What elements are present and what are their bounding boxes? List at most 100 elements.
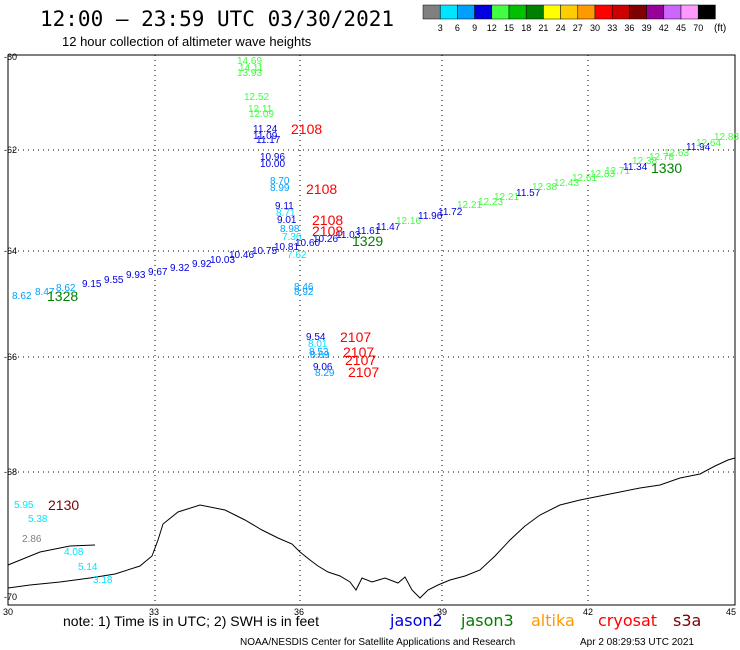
- swh-value: 11.96: [418, 211, 443, 222]
- legend-swatch: [457, 4, 475, 20]
- swh-value: 12.71: [605, 166, 630, 177]
- swh-value: 12.23: [478, 197, 503, 208]
- swh-value: 10.03: [210, 255, 235, 266]
- legend-tick-label: 12: [487, 23, 497, 33]
- legend-swatch: [646, 4, 665, 20]
- swh-value: 9.06: [313, 362, 333, 373]
- swh-value: 11.34: [623, 162, 648, 173]
- legend-swatch: [474, 4, 493, 20]
- swh-value: 8.99: [270, 183, 290, 194]
- pass-time-label: 2130: [48, 497, 79, 513]
- swh-value: 10.46: [229, 250, 254, 261]
- swh-value: 8.69: [310, 350, 330, 361]
- swh-value: 5.38: [28, 514, 48, 525]
- legend-tick-label: 36: [624, 23, 634, 33]
- pass-time-label: 1328: [47, 288, 78, 304]
- legend-tick-label: 15: [504, 23, 514, 33]
- pass-time-layer: 2108210821082108133013291328210721072107…: [47, 121, 682, 513]
- lon-label-39: 39: [437, 607, 447, 617]
- swh-value: 10.96: [260, 152, 285, 163]
- swh-value: 3.18: [93, 575, 113, 586]
- lon-label-45: 45: [726, 607, 736, 617]
- swh-value: 9.11: [275, 201, 294, 212]
- lat-label-62: -62: [4, 145, 17, 155]
- swh-value: 12.61: [572, 173, 597, 184]
- swh-value: 10.81: [274, 242, 299, 253]
- swh-value: 9.92: [192, 259, 212, 270]
- legend-tick-label: 3: [438, 23, 443, 33]
- footer-credit: NOAA/NESDIS Center for Satellite Applica…: [240, 637, 515, 648]
- swh-value: 9.15: [82, 279, 102, 290]
- legend-swatch: [439, 4, 458, 20]
- legend-swatch: [508, 4, 527, 20]
- legend-swatch: [680, 4, 699, 20]
- legend-tick-label: 21: [538, 23, 548, 33]
- swh-value: 8.46: [294, 282, 314, 293]
- pass-time-label: 2107: [345, 352, 376, 368]
- map-subtitle: 12 hour collection of altimeter wave hei…: [62, 34, 312, 49]
- swh-value: 8.29: [315, 368, 335, 379]
- swh-value: 8.71: [276, 208, 296, 219]
- swh-value: 11.24: [253, 124, 278, 135]
- legend-tick-label: 30: [590, 23, 600, 33]
- lat-label-70: -70: [4, 592, 17, 602]
- legend-tick-label: 70: [693, 23, 703, 33]
- swh-value: 11.17: [256, 135, 281, 146]
- legend-tick-label: 18: [521, 23, 531, 33]
- legend-swatch: [629, 4, 647, 20]
- legend-swatch: [491, 4, 510, 20]
- pass-time-label: 2107: [340, 329, 371, 345]
- swh-value: 11.47: [376, 222, 401, 233]
- coastline-inlet: [7, 544, 96, 566]
- legend-swatch: [560, 4, 579, 20]
- swh-value: 13.93: [237, 68, 262, 79]
- swh-value: 8.53: [309, 347, 329, 358]
- swh-value: 10.60: [295, 238, 320, 249]
- footer-timestamp: Apr 2 08:29:53 UTC 2021: [580, 637, 694, 648]
- swh-value: 11.09: [253, 131, 278, 142]
- lon-label-33: 33: [149, 607, 159, 617]
- swh-value: 11.72: [438, 207, 463, 218]
- swh-value: 9.93: [126, 270, 146, 281]
- swh-value: 12.21: [494, 192, 519, 203]
- swh-value: 9.54: [306, 332, 326, 343]
- legend-swatch: [577, 4, 596, 20]
- satellite-jason3: jason3: [460, 611, 514, 630]
- legend-swatch: [594, 4, 613, 20]
- swh-value: 9.55: [104, 275, 124, 286]
- pass-time-label: 2108: [291, 121, 322, 137]
- satellite-cryosat: cryosat: [598, 611, 657, 630]
- swh-value: 12.09: [249, 109, 274, 120]
- pass-time-label: 2108: [306, 181, 337, 197]
- swh-value: 10.75: [252, 246, 277, 257]
- swh-value: 12.64: [696, 138, 721, 149]
- swh-value: 8.62: [12, 291, 32, 302]
- legend-tick-label: 33: [607, 23, 617, 33]
- swh-value: 12.21: [457, 200, 482, 211]
- swh-value: 12.38: [632, 156, 657, 167]
- swh-value: 12.83: [590, 169, 615, 180]
- swh-value: 8.47: [35, 287, 55, 298]
- swh-value: 12.52: [244, 92, 269, 103]
- pass-time-label: 2108: [312, 212, 343, 228]
- legend-tick-label: 24: [556, 23, 566, 33]
- swh-value: 7.36: [282, 232, 302, 243]
- swh-value: 9.32: [170, 263, 190, 274]
- swh-value: 11.03: [336, 230, 361, 241]
- satellite-jason2: jason2: [389, 611, 443, 630]
- legend-swatch: [422, 4, 441, 20]
- pass-time-label: 2108: [312, 223, 343, 239]
- map-title: 12:00 – 23:59 UTC 03/30/2021: [40, 7, 394, 31]
- swh-value: 11.57: [516, 188, 541, 199]
- pass-time-label: 2107: [343, 344, 374, 360]
- satellite-legend: jason2 jason3 altika cryosat s3a: [389, 611, 701, 630]
- legend-swatch: [525, 4, 544, 20]
- pass-time-label: 1329: [352, 233, 383, 249]
- swh-value: 8.92: [294, 287, 314, 298]
- color-scale-legend: 3 6 9 12 15 18 21 24 27 30 33 36 39 42 45 70: [422, 4, 716, 33]
- lat-label-60: -60: [4, 52, 17, 62]
- satellite-altika: altika: [531, 611, 575, 630]
- legend-tick-label: 39: [642, 23, 652, 33]
